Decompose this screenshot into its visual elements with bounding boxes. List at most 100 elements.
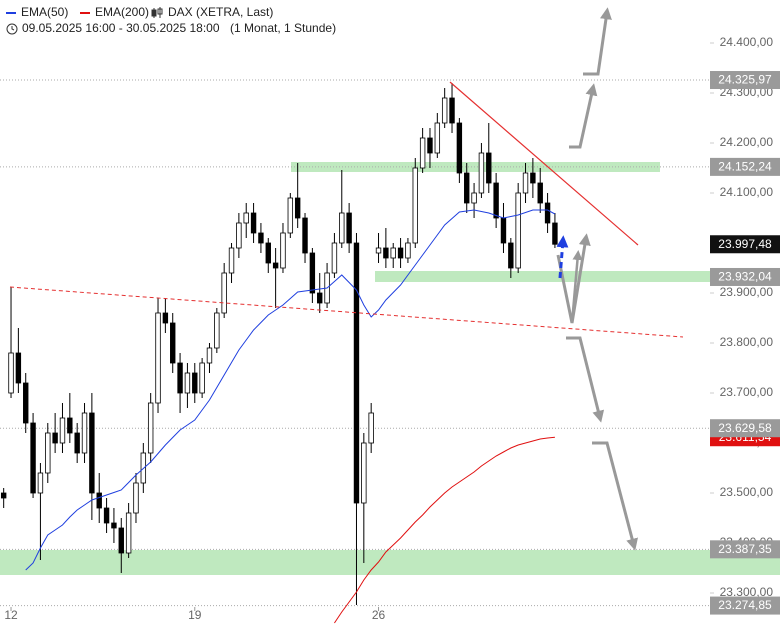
expected-move-arrow [556,235,569,279]
candle-body [258,232,264,244]
resistance-zone [291,162,660,172]
x-tick-label: 12 [4,608,18,622]
price-label-box [710,419,780,438]
candle-body [434,122,441,154]
candle-body [125,512,132,554]
candle-body [500,217,507,244]
price-label-box [710,267,780,286]
candle-body [522,172,529,194]
x-tick-label: 26 [372,608,386,622]
candle-body [515,192,521,269]
legend-label: EMA(200) [95,5,149,19]
candle-body [243,212,249,224]
candle-body [530,172,536,184]
candle-body [294,197,301,219]
zones [0,162,780,575]
support-zone [0,550,780,575]
candle-body [103,507,110,524]
price-label: 23.629,58 [718,421,772,435]
candle-body [155,312,161,404]
price-label: 23.387,35 [718,542,772,556]
candle-body [397,247,404,259]
candle-body [228,247,235,274]
candle-body [37,472,44,494]
candle-body [118,527,124,554]
candle-body [133,482,139,514]
candle-body [89,412,95,494]
candle-body [280,232,286,269]
price-label: 24.325,97 [718,73,772,87]
candle-body [177,362,183,394]
y-tick-label: 23.900,00 [720,285,774,299]
legend-label: EMA(50) [21,5,68,19]
candle-body [412,167,418,244]
y-tick-label: 24.100,00 [720,185,774,199]
candle-body [162,312,169,324]
candle-body [368,412,374,444]
candle-body [236,222,242,249]
candle-body [206,347,213,364]
candle-body [0,492,7,499]
candle-body [59,417,66,444]
y-tick-label: 23.700,00 [720,385,774,399]
interval: (1 Monat, 1 Stunde) [230,21,336,35]
candle-body [427,137,433,154]
price-label-box [710,71,780,90]
price-label-box [710,596,780,615]
price-label-box [710,235,780,254]
legend: 09.05.2025 16:00 - 30.05.2025 18:00 (1 M… [6,5,336,35]
candle-body [353,242,360,504]
candle-body [15,352,22,384]
price-label: 24.152,24 [718,160,772,174]
candle-body [471,192,477,204]
price-label: 23.274,85 [718,598,772,612]
price-label-box [710,157,780,176]
candle-body [8,352,14,394]
candle-body [30,422,36,494]
ema-line [334,436,555,624]
candle-body [170,322,176,364]
candle-body [478,152,485,194]
candle-body [81,412,88,454]
candle-body [147,402,154,454]
candle-body [287,197,294,234]
y-tick-label: 24.400,00 [720,35,774,49]
trendline [449,81,639,246]
candle-body [309,252,316,294]
price-label-box [710,540,780,559]
scenario-arrow [583,7,612,76]
candle-body [339,212,345,244]
plot [0,79,710,624]
candle-body [537,182,543,204]
date-range: 09.05.2025 16:00 - 30.05.2025 18:00 [22,21,220,35]
candle-icon [151,7,163,18]
candle-body [361,442,367,504]
drawings [9,7,684,551]
price-label: 23.932,04 [718,270,772,284]
candle-body [317,292,323,304]
candle-body [419,137,426,169]
candle-body [456,122,463,174]
candle-body [45,432,51,474]
candle-body [302,217,308,254]
scenario-arrow [569,83,598,149]
candle-body [221,272,227,314]
candle-body [250,212,257,234]
candle-body [493,182,499,219]
trendline [9,286,684,338]
candle-body [552,222,558,245]
scenario-arrow [570,250,583,324]
candle-body [449,97,455,124]
instrument-title: DAX (XETRA, Last) [168,5,273,19]
price-axis: 23.300,0023.400,0023.500,0023.600,0023.7… [710,35,780,615]
candle-body [23,382,29,424]
candle-body [508,242,514,269]
candle-body [405,242,411,259]
price-label: 23.997,48 [718,237,772,251]
support-zone [375,271,780,282]
candle-body [375,247,382,254]
candle-body [383,247,389,259]
scenario-arrow [566,336,605,423]
candle-body [214,312,220,349]
